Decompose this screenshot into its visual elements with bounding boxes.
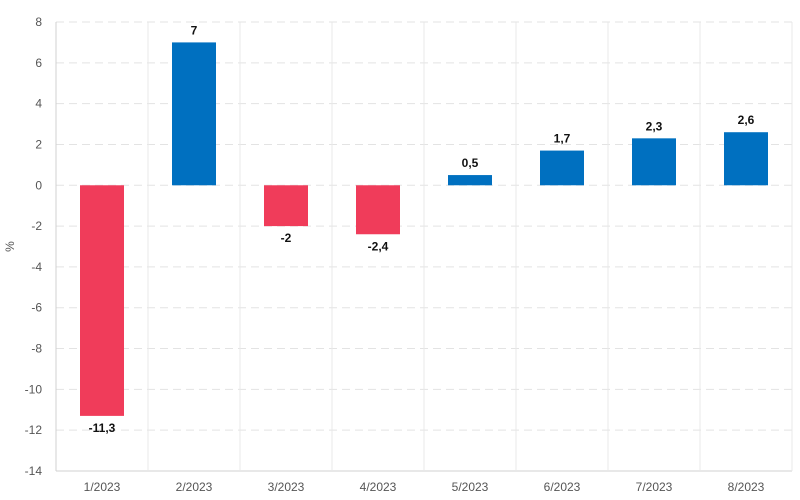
y-tick-label: -8 (31, 342, 42, 356)
y-axis-ticks: -14 -12 -10 -8 -6 -4 -2 0 2 4 6 8 (25, 15, 43, 478)
x-axis-ticks: 1/2023 2/2023 3/2023 4/2023 5/2023 6/2023 7/20… (84, 480, 765, 494)
y-tick-label: -12 (25, 423, 43, 437)
data-label: 0,5 (462, 156, 479, 170)
bar-8-2023[interactable] (724, 132, 768, 186)
data-label: 7 (191, 23, 198, 37)
bar-2-2023[interactable] (172, 42, 216, 186)
data-label: -2 (281, 231, 292, 245)
y-tick-label: -4 (31, 260, 42, 274)
data-label: 1,7 (554, 132, 571, 146)
bar-4-2023[interactable] (356, 185, 400, 235)
x-tick-label: 4/2023 (360, 480, 397, 494)
x-tick-label: 1/2023 (84, 480, 121, 494)
x-tick-label: 7/2023 (636, 480, 673, 494)
data-label: -2,4 (368, 239, 389, 253)
x-tick-label: 6/2023 (544, 480, 581, 494)
y-tick-label: 0 (35, 178, 42, 192)
y-tick-label: -6 (31, 301, 42, 315)
bar-5-2023[interactable] (448, 175, 492, 186)
y-tick-label: -10 (25, 382, 43, 396)
y-axis-title: % (3, 241, 17, 252)
category-separators (147, 22, 793, 471)
x-tick-label: 3/2023 (268, 480, 305, 494)
x-tick-label: 5/2023 (452, 480, 489, 494)
bar-3-2023[interactable] (264, 185, 308, 227)
bars (80, 42, 768, 416)
data-label: 2,6 (738, 113, 755, 127)
y-tick-label: 6 (35, 56, 42, 70)
y-tick-label: 4 (35, 97, 42, 111)
data-label: 2,3 (646, 119, 663, 133)
bar-1-2023[interactable] (80, 185, 124, 416)
y-tick-label: -2 (31, 219, 42, 233)
y-tick-label: -14 (25, 464, 43, 478)
x-tick-label: 2/2023 (176, 480, 213, 494)
bar-6-2023[interactable] (540, 150, 584, 186)
y-tick-label: 8 (35, 15, 42, 29)
x-tick-label: 8/2023 (728, 480, 765, 494)
y-tick-label: 2 (35, 137, 42, 151)
bar-7-2023[interactable] (632, 138, 676, 186)
data-labels: -11,3 7 -2 -2,4 0,5 1,7 2,3 2,6 (89, 23, 755, 434)
data-label: -11,3 (89, 421, 116, 435)
